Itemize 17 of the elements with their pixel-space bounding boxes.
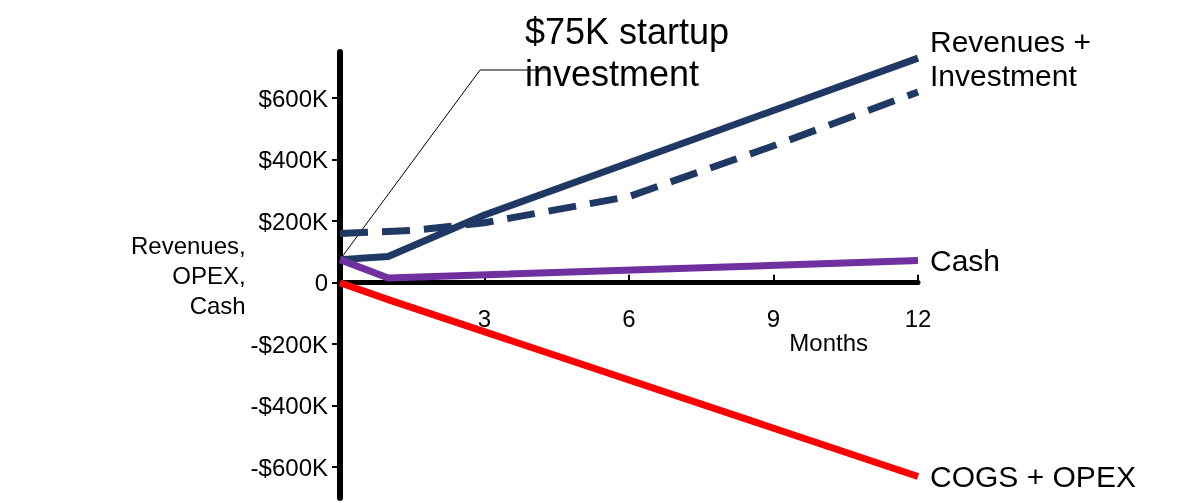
y-tick-label: $400K [258, 146, 328, 174]
y-tick-label: 0 [314, 269, 328, 297]
series-label: Revenues + Investment [930, 24, 1100, 92]
x-tick-label: 6 [622, 305, 636, 333]
y-tick-label: -$400K [250, 392, 328, 420]
annotation: $75K startup investment [525, 10, 730, 94]
y-tick-label: -$600K [250, 453, 328, 481]
x-tick-label: 3 [477, 305, 492, 333]
y-axis-title: Revenues, OPEX, Cash [130, 231, 246, 319]
series-label: COGS + OPEX [930, 459, 1136, 493]
y-tick-label: $600K [258, 84, 328, 112]
x-tick-label: 9 [766, 305, 781, 333]
x-tick-label: 12 [904, 305, 932, 333]
series-label: Cash [930, 244, 1001, 278]
y-tick-label: -$200K [250, 330, 328, 358]
x-axis-title: Months [789, 329, 868, 357]
y-tick-label: $200K [258, 207, 328, 235]
